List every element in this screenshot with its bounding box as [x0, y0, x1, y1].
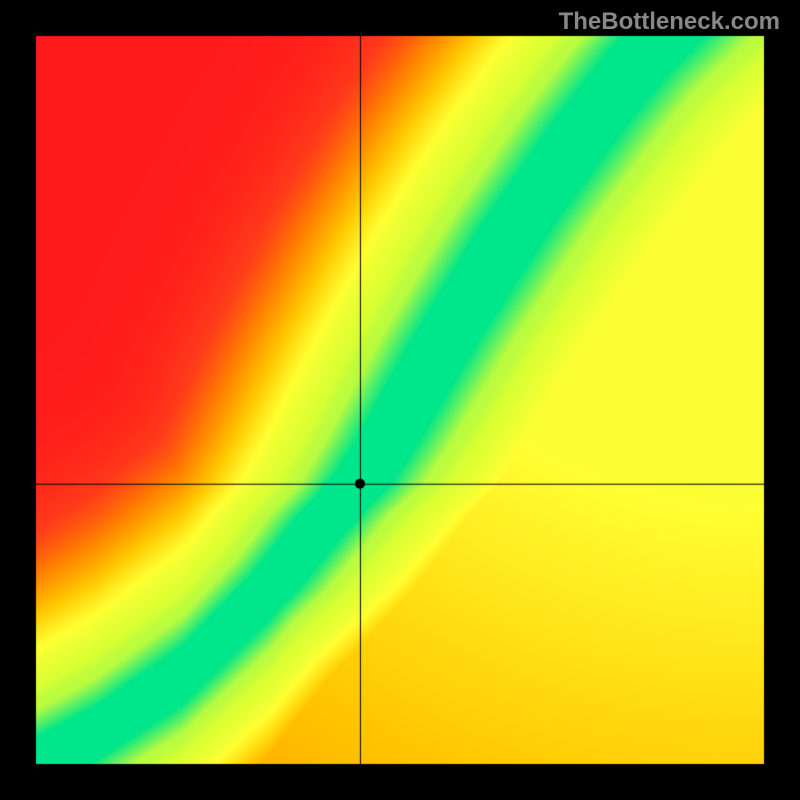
watermark-text: TheBottleneck.com — [559, 8, 780, 36]
heatmap-canvas — [0, 0, 800, 800]
chart-container: TheBottleneck.com — [0, 0, 800, 800]
